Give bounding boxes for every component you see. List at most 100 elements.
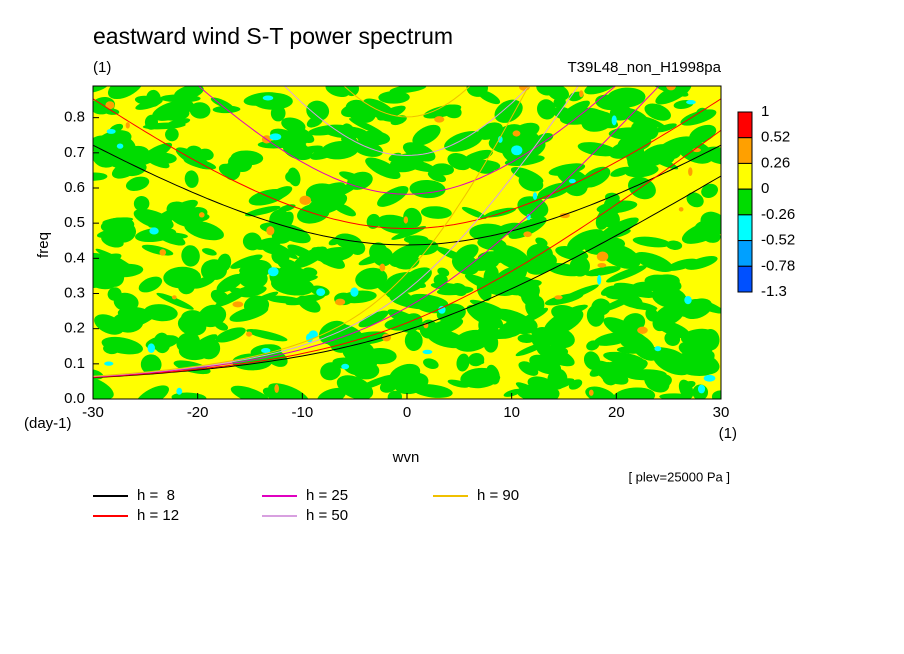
field-patch: [149, 227, 159, 235]
field-patch: [616, 360, 632, 372]
y-tick-label: 0.2: [64, 320, 85, 337]
field-patch: [334, 298, 346, 306]
field-patch: [245, 331, 253, 337]
y-tick-label: 0.5: [64, 214, 85, 231]
x-tick-label: -10: [291, 404, 313, 421]
field-patch: [509, 122, 540, 142]
field-patch: [652, 311, 670, 332]
y-tick-label: 0.3: [64, 284, 85, 301]
field-patch: [420, 206, 452, 219]
field-patch: [280, 276, 295, 290]
field-patch: [685, 256, 718, 270]
field-patch: [176, 332, 200, 353]
curves: [93, 86, 721, 379]
field-patch: [517, 196, 549, 219]
field-patch: [443, 104, 462, 119]
field-patch: [512, 130, 521, 137]
dispersion-curve: [93, 98, 721, 229]
field-patch: [278, 211, 294, 231]
field-patch: [310, 144, 344, 160]
field-patch: [165, 127, 179, 142]
field-patch: [320, 362, 341, 381]
field-patch: [302, 267, 318, 277]
subtitle: (1): [93, 59, 111, 76]
field-patch: [703, 146, 721, 165]
field-patch: [541, 387, 560, 399]
field-patch: [341, 134, 358, 146]
field-patch: [531, 327, 554, 349]
field-patch: [216, 273, 244, 293]
dispersion-curve: [93, 175, 721, 379]
x-unit: (1): [719, 425, 737, 442]
colorbar-box: [737, 188, 753, 216]
colorbar-label: -0.78: [761, 257, 795, 274]
colorbar-box: [737, 162, 753, 190]
field-patch: [430, 282, 466, 292]
field-patch: [104, 361, 114, 366]
field-patch: [193, 334, 218, 349]
legend-label: h = 90: [477, 487, 519, 504]
field-patch: [579, 90, 584, 98]
field-patch: [506, 315, 538, 335]
field-patch: [410, 293, 449, 308]
field-patch: [243, 295, 270, 316]
field-patch: [244, 205, 281, 217]
field-patch: [644, 274, 682, 293]
field-patch: [198, 212, 205, 218]
run-label: T39L48_non_H1998pa: [568, 59, 722, 76]
field-patch: [676, 349, 715, 374]
field-patch: [349, 240, 366, 255]
field-patch: [568, 178, 576, 184]
field-patch: [438, 305, 446, 314]
field-patch: [203, 259, 228, 280]
field-patch: [612, 387, 656, 399]
field-patch: [159, 249, 167, 256]
colorbar-label: 1: [761, 103, 769, 120]
dispersion-curve: [343, 86, 471, 118]
field-patch: [177, 277, 196, 295]
field-patch: [135, 142, 173, 167]
field-patch: [391, 226, 426, 240]
field-patch: [584, 237, 626, 255]
field-patch: [473, 163, 495, 174]
field-patch: [515, 382, 551, 399]
legend-label: h = 50: [306, 507, 348, 524]
field-patch: [666, 86, 676, 91]
field-patch: [181, 245, 200, 267]
field-patch: [596, 251, 609, 262]
field-patch: [93, 135, 110, 152]
field-patch: [125, 176, 150, 191]
field-patch: [606, 265, 648, 283]
field-patch: [559, 212, 570, 219]
field-patch: [93, 253, 122, 269]
y-tick-label: 0.1: [64, 355, 85, 372]
field-patch: [402, 142, 436, 162]
field-patch: [695, 107, 709, 121]
x-tick-label: 0: [403, 404, 411, 421]
y-tick-label: 0.6: [64, 179, 85, 196]
field-patch: [463, 149, 493, 163]
field-patch: [616, 345, 649, 354]
field-patch: [637, 326, 648, 334]
field-patch: [437, 267, 450, 277]
field-patch: [447, 153, 472, 171]
field-patch: [218, 163, 240, 178]
field-patch: [611, 115, 617, 126]
field-patch: [488, 373, 501, 381]
field-patch: [106, 133, 136, 154]
field-patch: [339, 171, 364, 183]
field-patch: [156, 292, 194, 310]
field-patch: [655, 123, 677, 133]
field-patch: [184, 220, 224, 241]
field-patch: [460, 367, 499, 389]
legend-label: h = 8: [137, 487, 175, 504]
colorbar-label: -0.26: [761, 206, 795, 223]
field-patch: [317, 387, 347, 399]
field-patch: [297, 295, 321, 313]
field-patch: [444, 131, 483, 152]
field-patch: [377, 185, 409, 207]
field-patch: [469, 223, 508, 242]
field-patch: [321, 252, 345, 266]
field-patch: [159, 94, 201, 103]
chart-title: eastward wind S-T power spectrum: [93, 23, 453, 49]
